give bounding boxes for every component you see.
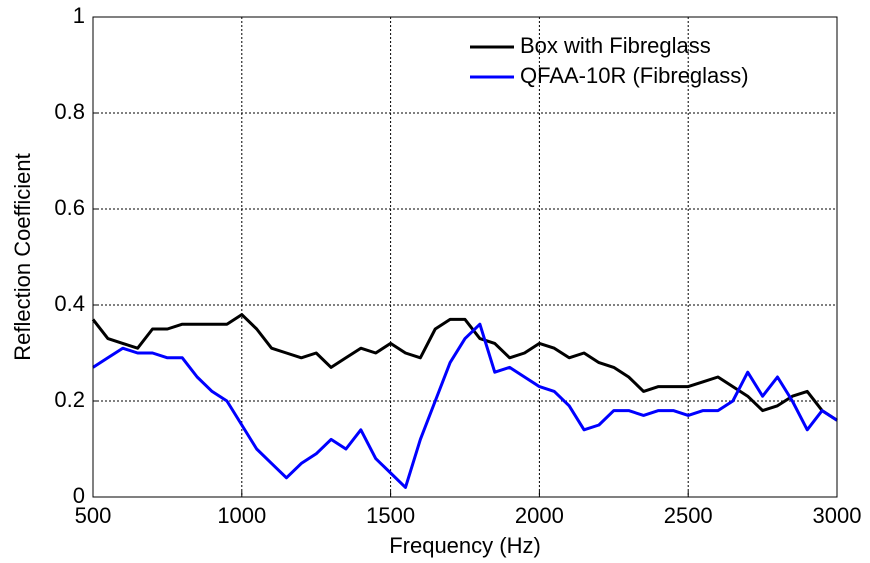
x-axis-label: Frequency (Hz)	[389, 533, 541, 558]
y-tick-label: 0.4	[54, 291, 85, 316]
legend-text: QFAA-10R (Fibreglass)	[520, 63, 749, 88]
x-tick-label: 2000	[515, 503, 564, 528]
x-tick-label: 500	[75, 503, 112, 528]
plot-area	[93, 17, 837, 497]
y-tick-label: 1	[73, 3, 85, 28]
x-tick-label: 1000	[217, 503, 266, 528]
y-tick-label: 0.8	[54, 99, 85, 124]
x-tick-label: 1500	[366, 503, 415, 528]
y-tick-label: 0	[73, 483, 85, 508]
series-line	[92, 322, 838, 489]
x-tick-label: 2500	[664, 503, 713, 528]
series-line	[91, 313, 838, 422]
x-tick-label: 3000	[813, 503, 862, 528]
y-tick-label: 0.6	[54, 195, 85, 220]
plot-frame	[92, 16, 838, 498]
legend-text: Box with Fibreglass	[520, 33, 711, 58]
y-axis-label: Reflection Coefficient	[10, 153, 35, 361]
y-tick-label: 0.2	[54, 387, 85, 412]
